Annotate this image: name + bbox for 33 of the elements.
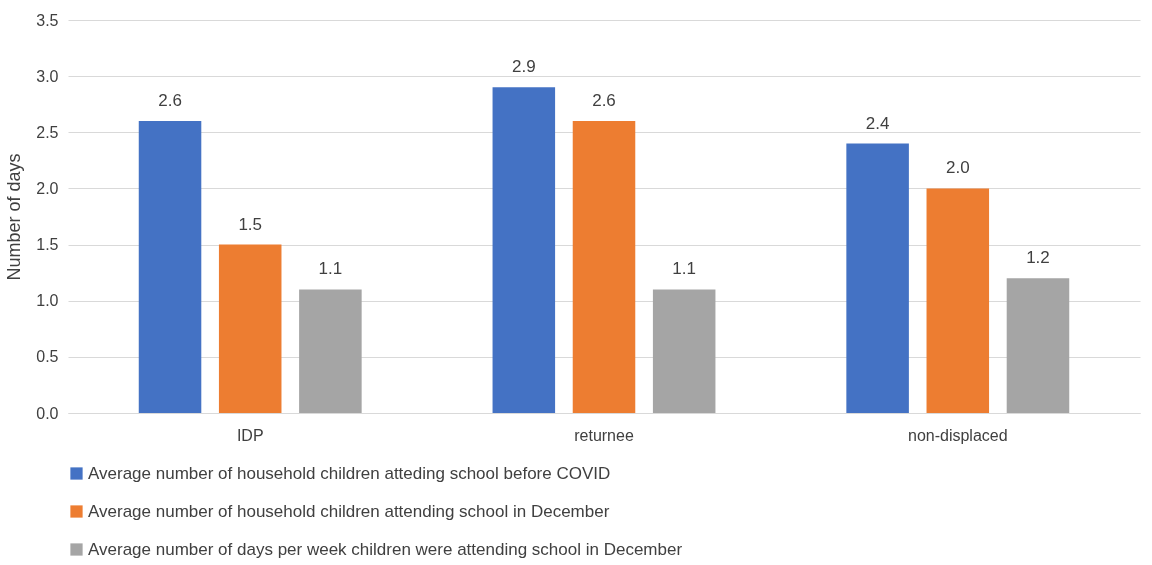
x-tick-label: non-displaced <box>907 426 1008 444</box>
bar <box>492 87 556 413</box>
text: 1.5 <box>238 214 263 234</box>
legend-label: Average number of household children attending school in December <box>88 501 610 521</box>
text: 1.1 <box>318 259 343 279</box>
text: 2.6 <box>158 91 182 111</box>
text: 2.6 <box>592 91 616 111</box>
text: 2.0 <box>945 158 970 178</box>
y-tick-label: 2.5 <box>36 123 59 141</box>
legend-label: Average number of household children atteding school before COVID <box>88 463 611 483</box>
y-tick-label: 0.5 <box>36 348 59 366</box>
bar <box>218 244 282 413</box>
legend-label: Average number of days per week children were attending school in December <box>88 539 683 559</box>
x-tick-label: returnee <box>574 426 634 444</box>
y-tick-label: 3.0 <box>36 67 59 85</box>
bar <box>299 289 362 413</box>
text: 2.4 <box>865 113 890 133</box>
y-axis-title: Number of days <box>4 153 25 281</box>
bar <box>1006 278 1070 413</box>
y-tick-label: 3.5 <box>36 11 59 29</box>
bar <box>138 121 202 413</box>
text: 1.1 <box>672 259 696 279</box>
text: 2.9 <box>512 57 536 77</box>
y-tick-label: 0.0 <box>36 404 59 422</box>
bar <box>926 188 990 413</box>
bar <box>652 289 716 413</box>
x-tick-label: IDP <box>236 426 264 444</box>
y-tick-label: 2.0 <box>36 179 59 197</box>
y-tick-label: 1.5 <box>36 236 59 254</box>
bar <box>572 121 636 413</box>
y-tick-label: 1.0 <box>36 292 59 310</box>
bar <box>846 143 909 413</box>
text: 1.2 <box>1026 248 1050 268</box>
